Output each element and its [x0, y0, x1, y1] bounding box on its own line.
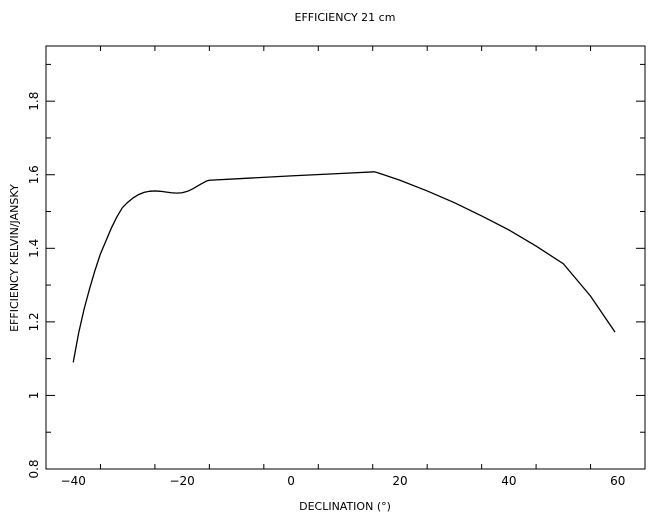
efficiency-line	[72, 171, 616, 363]
x-axis-label: DECLINATION (°)	[299, 500, 391, 513]
y-tick-label: 0.8	[27, 459, 41, 478]
x-axis: −40 −20 0 20 40 60	[45, 46, 646, 488]
plot-frame	[45, 45, 646, 470]
x-tick-label: 40	[501, 474, 516, 488]
x-tick-label: 60	[610, 474, 625, 488]
y-tick-label: 1.6	[27, 165, 41, 184]
y-tick-label: 1.4	[27, 239, 41, 258]
x-tick-label: 20	[392, 474, 407, 488]
y-axis-label: EFFICIENCY KELVIN/JANSKY	[8, 184, 21, 332]
chart-title: EFFICIENCY 21 cm	[295, 11, 396, 24]
y-tick-label: 1	[27, 392, 41, 400]
x-tick-label: 0	[287, 474, 295, 488]
x-tick-label: −40	[61, 474, 86, 488]
y-tick-label: 1.2	[27, 312, 41, 331]
x-tick-label: −20	[169, 474, 194, 488]
y-tick-label: 1.8	[27, 92, 41, 111]
y-axis: 0.8 1 1.2 1.4 1.6 1.8	[27, 63, 645, 479]
